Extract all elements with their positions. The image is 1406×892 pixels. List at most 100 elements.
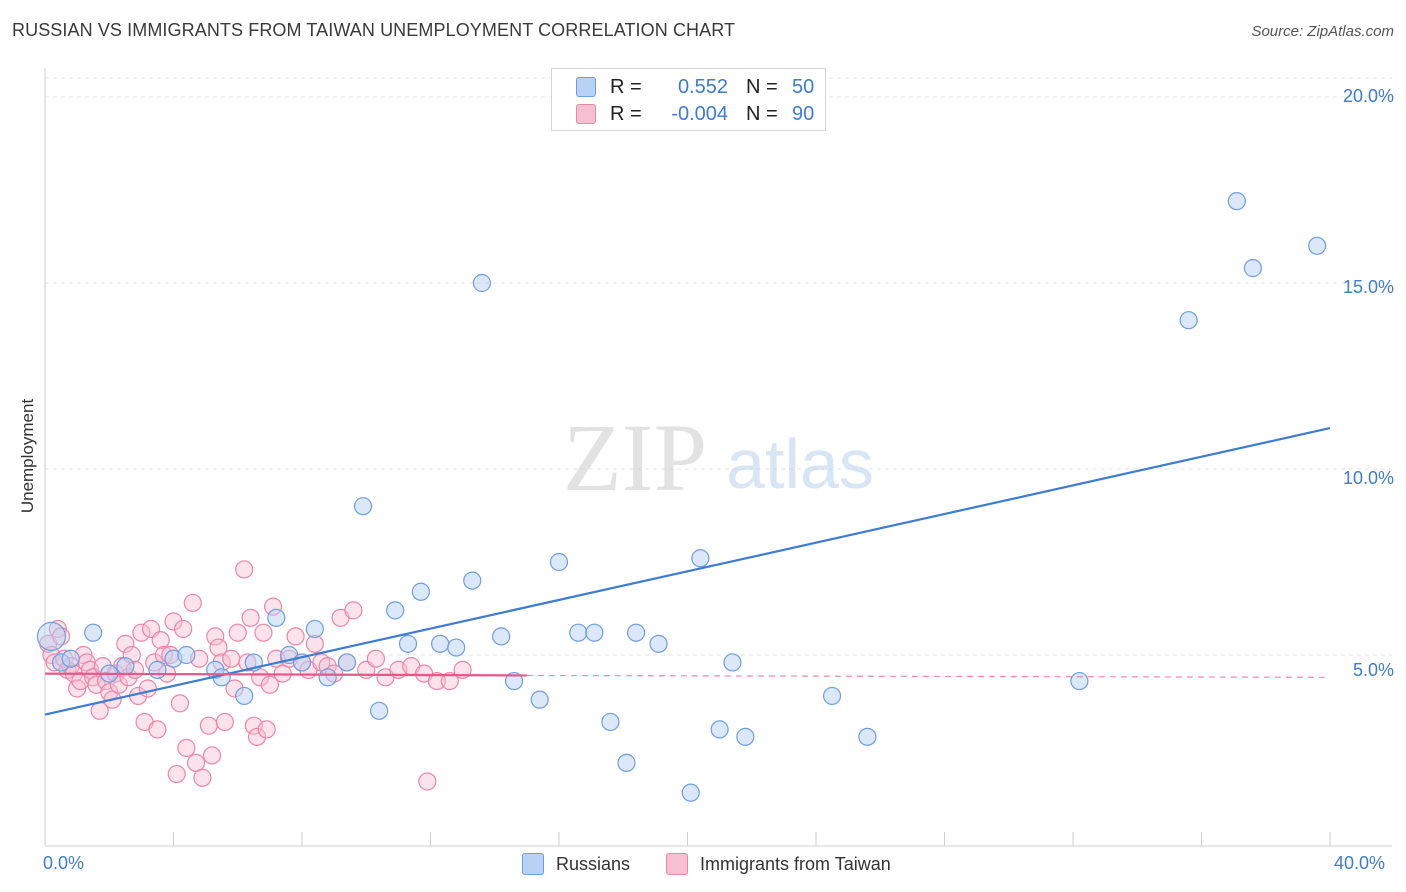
legend-r-value: -0.004 [671, 102, 728, 125]
taiwan-point [257, 720, 276, 739]
watermark-atlas: atlas [726, 425, 874, 503]
taiwan-point [254, 623, 273, 642]
legend-n-label: N = [746, 75, 778, 98]
russians-point [1227, 192, 1246, 211]
russians-point [710, 720, 729, 739]
russians-point [492, 627, 511, 646]
russians-point [691, 549, 710, 568]
legend-r-label: R = [610, 75, 642, 98]
taiwan-point [427, 671, 447, 691]
russians-point [411, 582, 430, 601]
taiwan-point [199, 716, 218, 735]
taiwan-point [116, 634, 135, 653]
russians-point [626, 623, 646, 642]
russians-point [177, 645, 196, 665]
axes [44, 68, 1392, 847]
taiwan-point [164, 612, 183, 631]
russians-point [305, 619, 324, 639]
russians-point [1243, 259, 1263, 278]
taiwan-point [202, 746, 222, 765]
trend-lines [44, 427, 1331, 716]
watermark-zip: ZIP [563, 404, 707, 511]
russians-point [447, 638, 466, 657]
bottom-legend-swatch-pink [666, 853, 688, 875]
correlation-legend: R = 0.552 N = 50 R = -0.004 N = 90 [551, 68, 826, 131]
taiwan-point [235, 560, 254, 579]
russians-point [116, 657, 135, 676]
russians-trend-line [44, 427, 1331, 716]
taiwan-trend-extension [526, 674, 1331, 678]
russians-point [267, 608, 286, 627]
chart-title: RUSSIAN VS IMMIGRANTS FROM TAIWAN UNEMPL… [12, 20, 736, 40]
taiwan-point [260, 675, 279, 694]
legend-r-label: R = [610, 102, 642, 125]
bottom-legend-label: Russians [556, 853, 631, 874]
x-tick-label-min: 0.0% [43, 853, 85, 873]
legend-n-value: 50 [792, 75, 815, 98]
russians-point [585, 623, 604, 642]
taiwan-point [151, 631, 170, 650]
legend-row-russians: R = 0.552 N = 50 [552, 74, 814, 100]
russians-point [504, 671, 524, 691]
taiwan-point [193, 768, 212, 787]
taiwan-point [132, 623, 151, 642]
taiwan-point [170, 694, 190, 713]
russians-point [235, 686, 254, 706]
bottom-legend-russians: Russians [522, 851, 630, 877]
taiwan-point [440, 671, 459, 691]
taiwan-point [138, 679, 157, 698]
russians-point [649, 634, 668, 653]
russians-point [318, 668, 337, 687]
y-tick-label-15: 15.0% [1342, 277, 1394, 297]
taiwan-point [344, 601, 363, 620]
y-tick-label-10: 10.0% [1342, 468, 1394, 488]
bottom-legend-swatch-blue [522, 853, 544, 875]
taiwan-point [228, 623, 247, 642]
russians-point [736, 727, 755, 746]
taiwan-trend-line [44, 672, 527, 677]
taiwan-point [206, 627, 225, 646]
russians-point [617, 753, 636, 772]
bottom-legend-taiwan: Immigrants from Taiwan [666, 851, 891, 877]
russians-point [61, 649, 80, 668]
taiwan-point [148, 720, 167, 739]
taiwan-point [418, 772, 437, 791]
russians-point [858, 727, 877, 746]
taiwan-point [174, 619, 193, 639]
taiwan-point [177, 738, 196, 758]
taiwan-point [215, 712, 234, 732]
source-credit: Source: ZipAtlas.com [1251, 23, 1394, 40]
russians-point [1070, 671, 1089, 691]
bottom-legend-label: Immigrants from Taiwan [700, 853, 891, 874]
russians-point [569, 623, 588, 642]
russians-point [601, 712, 620, 732]
taiwan-point [247, 727, 267, 746]
taiwan-point [167, 764, 186, 784]
taiwan-point [222, 649, 241, 668]
russians-point [148, 660, 167, 679]
russians-point [822, 686, 842, 706]
taiwan-point [209, 638, 228, 657]
legend-row-taiwan: R = -0.004 N = 90 [552, 101, 814, 127]
russians-point [386, 601, 405, 620]
x-tick-label-max: 40.0% [1334, 853, 1386, 873]
russians-point [1308, 236, 1327, 255]
russians-point [353, 497, 373, 516]
russians-point [723, 653, 742, 672]
russians-point [337, 653, 357, 672]
russians-point [472, 273, 491, 293]
russians-point [549, 552, 569, 572]
russians-point [398, 634, 418, 653]
legend-n-value: 90 [792, 102, 815, 125]
taiwan-point [366, 649, 385, 668]
taiwan-point [183, 593, 202, 613]
russians-point [431, 634, 450, 653]
russians-point [84, 623, 103, 642]
russians-point [370, 701, 389, 720]
russians-point [1179, 311, 1198, 330]
russians-point [530, 690, 549, 709]
taiwan-point [241, 608, 260, 627]
russians-point [463, 571, 482, 590]
legend-n-label: N = [746, 102, 778, 125]
